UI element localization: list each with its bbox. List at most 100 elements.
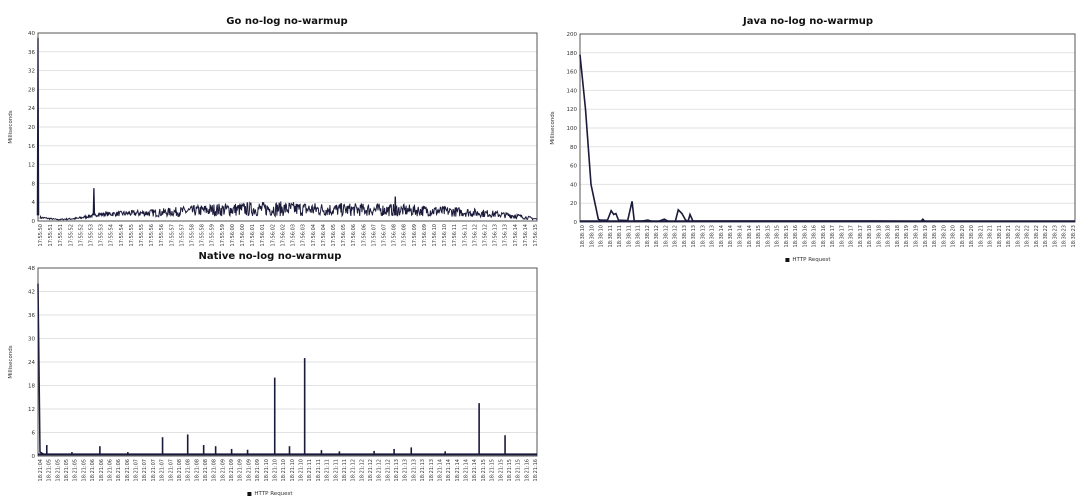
x-tick-label: 18:38:13: [691, 225, 697, 247]
x-tick-label: 17:56:14: [513, 224, 519, 246]
x-tick-label: 18:38:23: [1062, 225, 1068, 247]
x-tick-label: 18:38:18: [895, 225, 901, 247]
y-tick-label: 160: [567, 70, 578, 76]
x-tick-label: 17:56:14: [523, 224, 529, 246]
x-tick-label: 17:56:07: [381, 224, 387, 246]
x-tick-label: 18:38:10: [580, 225, 586, 247]
x-tick-label: 17:55:52: [68, 224, 74, 246]
x-tick-label: 17:56:09: [422, 224, 428, 246]
x-tick-label: 18:21:09: [229, 459, 235, 481]
x-tick-label: 17:56:10: [432, 224, 438, 246]
x-tick-label: 17:55:55: [139, 224, 145, 246]
x-tick-label: 18:21:11: [316, 459, 322, 481]
x-tick-label: 18:38:10: [589, 225, 595, 247]
x-tick-label: 17:56:11: [452, 224, 458, 246]
y-tick-label: 24: [28, 106, 35, 112]
x-tick-label: 17:56:03: [301, 224, 307, 246]
x-tick-label: 18:38:16: [802, 225, 808, 247]
y-tick-label: 0: [574, 220, 578, 226]
y-tick-label: 4: [32, 200, 36, 206]
x-tick-label: 18:21:11: [307, 459, 313, 481]
x-tick-label: 18:21:10: [299, 459, 305, 481]
x-tick-label: 18:38:19: [923, 225, 929, 247]
x-tick-label: 18:38:17: [839, 225, 845, 247]
x-tick-label: 18:38:13: [710, 225, 716, 247]
x-tick-label: 18:21:06: [125, 459, 131, 481]
x-tick-label: 18:38:11: [626, 225, 632, 247]
x-tick-label: 18:38:11: [617, 225, 623, 247]
y-axis-label: Milliseconds: [8, 345, 14, 378]
x-tick-label: 18:21:13: [403, 459, 409, 481]
x-tick-label: 18:38:11: [608, 225, 614, 247]
x-tick-label: 18:21:14: [455, 459, 461, 481]
x-tick-label: 18:38:23: [1071, 225, 1077, 247]
x-tick-label: 18:21:07: [142, 459, 148, 481]
x-tick-label: 17:56:04: [311, 224, 317, 246]
x-tick-label: 17:56:12: [472, 224, 478, 246]
x-tick-label: 18:38:20: [941, 225, 947, 247]
x-tick-label: 18:21:14: [437, 459, 443, 481]
x-tick-label: 17:55:51: [48, 224, 54, 246]
plot-frame: [37, 267, 538, 457]
x-tick-label: 18:38:19: [932, 225, 938, 247]
y-tick-label: 18: [28, 384, 35, 390]
x-tick-label: 18:21:07: [160, 459, 166, 481]
x-tick-label: 17:56:10: [442, 224, 448, 246]
x-tick-label: 17:56:07: [371, 224, 377, 246]
x-tick-label: 18:38:21: [988, 225, 994, 247]
x-tick-label: 18:38:14: [737, 225, 743, 247]
y-axis-label: Milliseconds: [550, 111, 556, 144]
x-tick-label: 17:55:54: [119, 224, 125, 246]
x-tick-label: 18:21:09: [255, 459, 261, 481]
y-tick-label: 8: [32, 181, 36, 187]
x-tick-label: 18:38:21: [1006, 225, 1012, 247]
x-tick-label: 18:21:10: [290, 459, 296, 481]
x-tick-label: 17:56:00: [230, 224, 236, 246]
x-tick-label: 18:38:22: [1034, 225, 1040, 247]
y-tick-label: 6: [32, 431, 36, 437]
java-legend-label: HTTP Request: [792, 257, 831, 263]
x-tick-label: 18:21:15: [498, 459, 504, 481]
x-tick-label: 18:21:12: [368, 459, 374, 481]
x-tick-label: 18:21:13: [394, 459, 400, 481]
x-tick-label: 18:38:18: [886, 225, 892, 247]
x-tick-label: 18:38:14: [747, 225, 753, 247]
x-tick-label: 18:38:22: [1043, 225, 1049, 247]
y-tick-label: 120: [567, 107, 578, 113]
x-tick-label: 18:21:06: [107, 459, 113, 481]
x-tick-label: 18:38:16: [793, 225, 799, 247]
x-tick-label: 17:56:06: [351, 224, 357, 246]
x-tick-label: 18:21:06: [99, 459, 105, 481]
java-chart-title: Java no-log no-warmup: [742, 16, 874, 27]
x-tick-label: 18:38:23: [1052, 225, 1058, 247]
spike-mark: [394, 196, 397, 216]
x-tick-label: 17:55:50: [38, 224, 44, 246]
x-tick-label: 18:21:15: [507, 459, 513, 481]
y-axis-label: Milliseconds: [8, 110, 14, 143]
x-tick-label: 17:55:53: [99, 224, 105, 246]
x-tick-label: 18:21:08: [186, 459, 192, 481]
y-tick-label: 40: [28, 31, 35, 37]
x-tick-label: 17:55:57: [179, 224, 185, 246]
y-tick-label: 32: [28, 69, 35, 75]
x-tick-label: 17:55:54: [109, 224, 115, 246]
x-tick-label: 17:56:11: [462, 224, 468, 246]
y-tick-label: 40: [570, 182, 577, 188]
y-tick-label: 24: [28, 360, 35, 366]
x-tick-label: 17:55:55: [129, 224, 135, 246]
x-tick-label: 18:38:17: [858, 225, 864, 247]
x-tick-label: 18:38:15: [775, 225, 781, 247]
y-tick-label: 48: [28, 266, 35, 272]
x-tick-label: 18:38:11: [636, 225, 642, 247]
x-tick-label: 18:21:07: [134, 459, 140, 481]
x-tick-label: 17:55:51: [58, 224, 64, 246]
x-tick-label: 17:56:03: [291, 224, 297, 246]
x-tick-label: 18:38:19: [904, 225, 910, 247]
x-tick-label: 18:38:15: [784, 225, 790, 247]
x-tick-label: 17:55:57: [169, 224, 175, 246]
x-tick-label: 18:21:07: [168, 459, 174, 481]
x-tick-label: 18:21:15: [516, 459, 522, 481]
y-tick-label: 0: [32, 454, 36, 460]
